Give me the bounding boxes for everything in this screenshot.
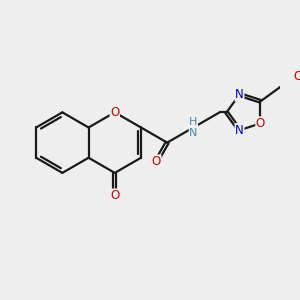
Text: H
N: H N: [189, 117, 198, 138]
Text: O: O: [294, 70, 300, 83]
Text: O: O: [110, 106, 119, 119]
Text: N: N: [235, 124, 244, 137]
Text: O: O: [110, 189, 119, 202]
Text: O: O: [152, 155, 161, 168]
Text: O: O: [256, 117, 265, 130]
Text: N: N: [235, 88, 244, 101]
